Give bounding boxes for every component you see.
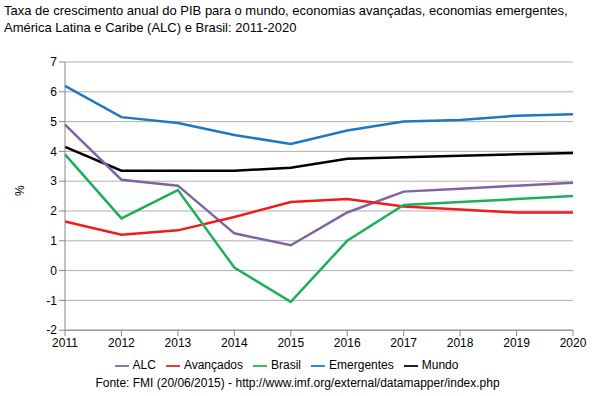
svg-text:%: % (13, 185, 27, 196)
svg-text:2017: 2017 (390, 336, 417, 350)
svg-text:2013: 2013 (165, 336, 192, 350)
svg-text:2016: 2016 (334, 336, 361, 350)
svg-text:2: 2 (50, 204, 57, 218)
svg-text:2014: 2014 (221, 336, 248, 350)
html-text:Brasil: Brasil (271, 358, 301, 373)
svg-text:2020: 2020 (560, 336, 587, 350)
svg-text:2015: 2015 (277, 336, 304, 350)
svg-text:4: 4 (50, 145, 57, 159)
html-text:Mundo: Mundo (421, 358, 459, 373)
svg-text:2011: 2011 (52, 336, 78, 350)
svg-text:2012: 2012 (108, 336, 135, 350)
svg-text:-2: -2 (46, 323, 57, 337)
html-text:Fonte: FMI (20/06/2015) - http: Fonte: FMI (20/06/2015) - http://www.imf… (95, 376, 500, 390)
html-text:ALC: ALC (132, 358, 156, 373)
svg-text:5: 5 (50, 115, 57, 129)
html-text:Avançados: Avançados (183, 358, 243, 373)
svg-text:7: 7 (50, 55, 57, 69)
html-text:Taxa de crescimento anual do P: Taxa de crescimento anual do PIB para o … (4, 3, 568, 35)
svg-text:6: 6 (50, 85, 57, 99)
html-text:Emergentes: Emergentes (329, 358, 394, 373)
svg-text:1: 1 (50, 234, 57, 248)
svg-text:-1: -1 (46, 294, 57, 308)
svg-text:2018: 2018 (447, 336, 474, 350)
svg-text:0: 0 (50, 264, 57, 278)
svg-text:2019: 2019 (503, 336, 530, 350)
svg-text:3: 3 (50, 174, 57, 188)
